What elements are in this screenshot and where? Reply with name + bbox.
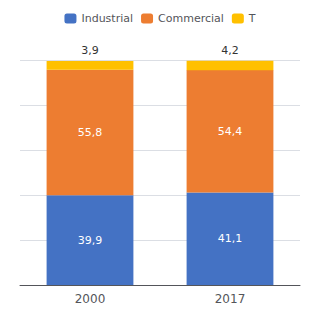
svg-text:54,4: 54,4	[218, 125, 243, 138]
svg-text:39,9: 39,9	[78, 234, 103, 247]
svg-text:4,2: 4,2	[221, 44, 239, 57]
svg-text:Commercial: Commercial	[158, 12, 224, 25]
svg-text:Industrial: Industrial	[81, 12, 133, 25]
svg-text:55,8: 55,8	[78, 126, 103, 139]
svg-text:2000: 2000	[75, 292, 106, 306]
svg-text:41,1: 41,1	[218, 232, 243, 245]
svg-text:2017: 2017	[215, 292, 246, 306]
svg-text:T: T	[248, 12, 256, 25]
svg-text:3,9: 3,9	[81, 44, 99, 57]
